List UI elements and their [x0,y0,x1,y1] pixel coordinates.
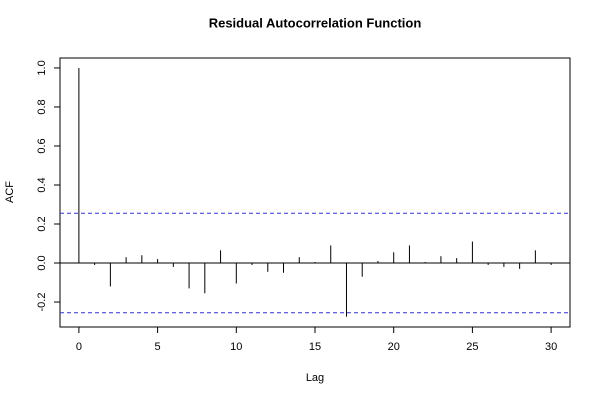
y-tick-label: 0.4 [36,177,48,192]
x-tick-label: 25 [466,341,478,353]
x-tick-label: 5 [155,341,161,353]
y-tick-label: 0.8 [36,99,48,114]
y-tick-label: -0.2 [36,293,48,312]
y-tick-label: 0.6 [36,138,48,153]
x-tick-label: 10 [230,341,242,353]
y-axis-label: ACF [4,181,16,203]
y-tick-label: 0.0 [36,255,48,270]
x-tick-label: 30 [545,341,557,353]
x-tick-label: 0 [76,341,82,353]
x-tick-label: 15 [309,341,321,353]
y-tick-label: 1.0 [36,60,48,75]
x-tick-label: 20 [388,341,400,353]
chart-title: Residual Autocorrelation Function [209,15,422,30]
x-axis-label: Lag [306,372,324,384]
y-tick-label: 0.2 [36,216,48,231]
plot-frame [59,57,571,328]
